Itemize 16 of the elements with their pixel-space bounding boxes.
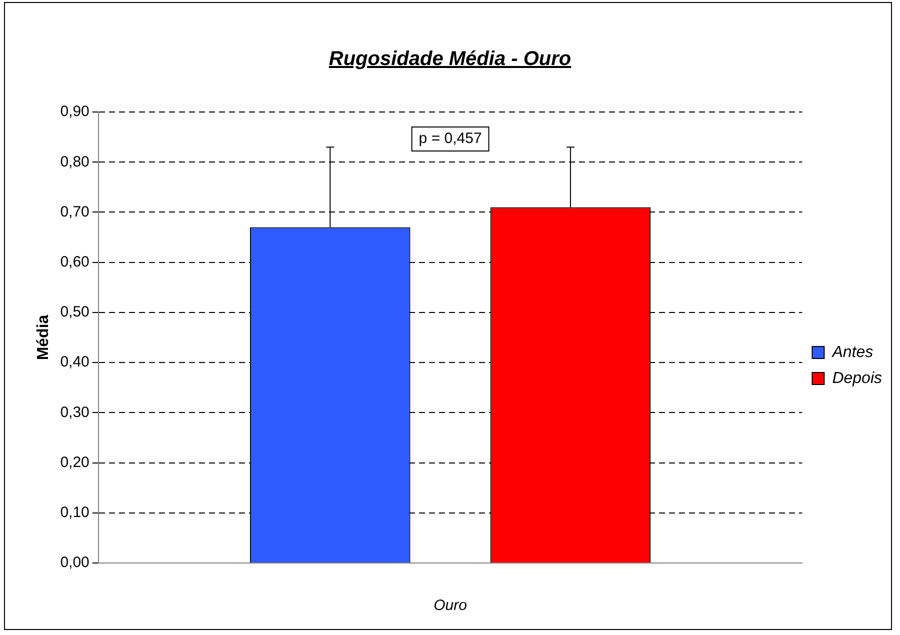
y-tick-label: 0,50 [60,304,90,321]
y-axis-title: Média [35,314,52,360]
x-axis-title: Ouro [434,597,467,614]
y-tick-label: 0,90 [60,103,90,120]
y-tick-label: 0,60 [60,253,90,270]
y-tick-label: 0,40 [60,354,90,371]
annotation: p = 0,457 [418,130,482,148]
y-tick-label: 0,80 [60,153,90,170]
y-tick-label: 0,10 [60,504,90,522]
y-tick-label: 0,20 [60,454,90,471]
y-tick-label: 0,00 [60,554,90,572]
legend-label: Depois [832,370,882,387]
y-tick-label: 0,30 [60,404,90,421]
legend-label: Antes [831,344,874,361]
y-tick-label: 0,70 [60,203,90,220]
chart-title: Rugosidade Média - Ouro [328,48,572,71]
